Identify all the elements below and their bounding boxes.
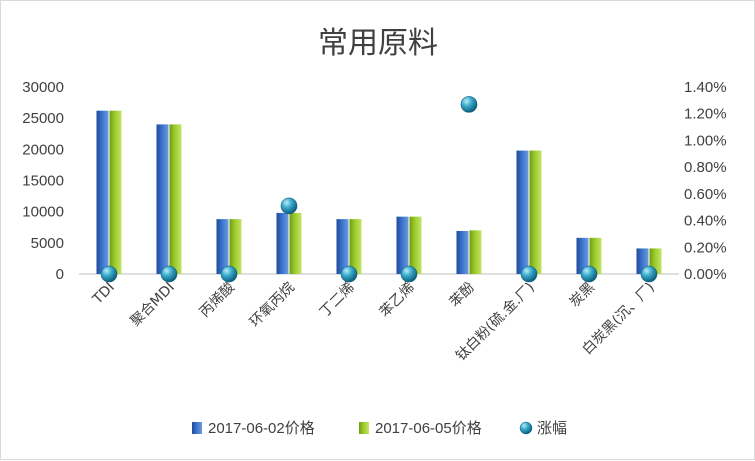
- legend-label: 2017-06-02价格: [208, 420, 315, 437]
- bar-group: [96, 110, 662, 275]
- left-tick-label: 0: [56, 266, 64, 283]
- category-label: 苯酚: [446, 279, 478, 311]
- bar-series1: [336, 219, 349, 274]
- scatter-point: [400, 265, 418, 283]
- bar-series1: [216, 219, 229, 274]
- bar-series2: [589, 237, 602, 274]
- bar-series1: [156, 124, 169, 275]
- bar-series2: [109, 110, 122, 274]
- scatter-point: [100, 265, 118, 283]
- right-tick-label: 1.20%: [684, 106, 727, 123]
- bar-series1: [396, 216, 409, 274]
- bar-series2: [169, 124, 182, 275]
- bar-series2: [229, 219, 242, 274]
- right-tick-label: 1.00%: [684, 132, 727, 149]
- scatter-point: [580, 265, 598, 283]
- left-tick-label: 15000: [22, 173, 64, 190]
- legend-label: 涨幅: [537, 420, 567, 437]
- left-tick-label: 30000: [22, 79, 64, 96]
- scatter-point: [340, 265, 358, 283]
- bar-series2: [529, 150, 542, 274]
- scatter-point: [640, 265, 658, 283]
- bar-series2: [349, 219, 362, 274]
- scatter-point: [280, 197, 298, 215]
- category-label: TDI: [89, 280, 118, 309]
- left-tick-label: 10000: [22, 204, 64, 221]
- legend-label: 2017-06-05价格: [375, 420, 482, 437]
- right-tick-label: 1.40%: [684, 79, 727, 96]
- category-label: 丙烯酸: [197, 280, 238, 321]
- left-tick-label: 5000: [31, 235, 64, 252]
- scatter-point: [460, 96, 478, 113]
- bar-series1: [516, 150, 529, 274]
- chart-title: 常用原料: [318, 26, 438, 61]
- category-label: 炭黑: [567, 280, 598, 311]
- category-label: 苯乙烯: [376, 279, 418, 321]
- left-tick-label: 20000: [22, 141, 64, 158]
- scatter-point: [160, 265, 178, 283]
- point-group: [100, 96, 658, 283]
- legend-marker: [519, 421, 533, 435]
- category-label: 丁二烯: [317, 280, 358, 321]
- right-tick-label: 0.80%: [684, 159, 727, 176]
- bar-series2: [289, 212, 302, 274]
- right-tick-label: 0.60%: [684, 186, 727, 203]
- bar-series1: [576, 237, 589, 274]
- legend-marker: [359, 422, 369, 434]
- bar-series2: [409, 216, 422, 274]
- bar-series2: [469, 230, 482, 274]
- right-tick-label: 0.20%: [684, 239, 727, 256]
- left-tick-label: 25000: [22, 110, 64, 127]
- scatter-point: [520, 265, 538, 283]
- bar-series1: [276, 212, 289, 274]
- category-label: 聚合MDI: [128, 280, 178, 330]
- bar-series1: [456, 230, 469, 274]
- right-axis: 0.00% 0.20% 0.40% 0.60% 0.80% 1.00% 1.20% 1.40%: [684, 79, 727, 283]
- legend: 2017-06-02价格 2017-06-05价格 涨幅: [192, 420, 567, 437]
- left-axis: 0 5000 10000 15000 20000 25000 30000: [22, 79, 64, 283]
- category-label: 环氧丙烷: [247, 280, 298, 331]
- scatter-point: [220, 265, 238, 283]
- right-tick-label: 0.40%: [684, 213, 727, 230]
- legend-marker: [192, 422, 202, 434]
- bar-series1: [96, 110, 109, 274]
- right-tick-label: 0.00%: [684, 266, 727, 283]
